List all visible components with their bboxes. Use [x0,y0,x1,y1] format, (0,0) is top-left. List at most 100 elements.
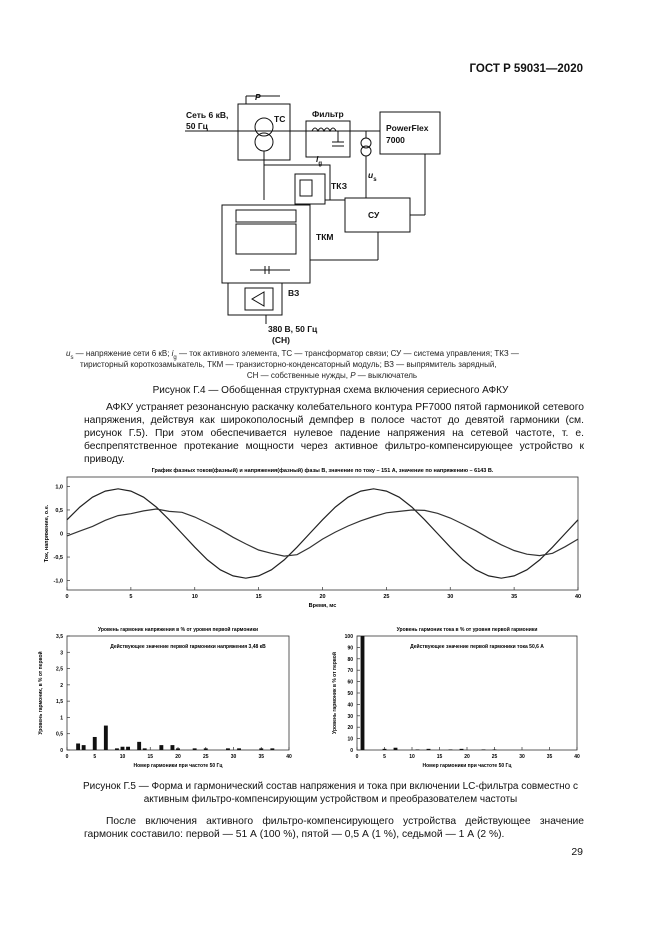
bar [270,748,275,750]
control-label: СУ [368,210,380,220]
symbol: u [66,349,71,358]
grid-label: 50 Гц [186,121,209,131]
x-tick-label: 25 [383,594,389,600]
bar [393,747,398,750]
y-tick-label: 3 [60,650,63,656]
text: — выключатель [356,371,418,380]
rectifier-label: ВЗ [288,288,299,298]
chart-title: Уровень гармоник напряжения в % от уровн… [98,626,258,633]
y-tick-label: 1,5 [56,699,63,705]
drive-label: 7000 [386,135,405,145]
legend-line: us — напряжение сети 6 кВ; ig — ток акти… [66,349,519,361]
x-tick-label: 35 [258,754,264,760]
x-tick-label: 15 [147,754,153,760]
x-tick-label: 25 [492,754,498,760]
x-tick-label: 0 [65,594,68,600]
bar [237,748,241,750]
x-axis-label: Время, мс [309,603,337,609]
y-tick-label: 50 [347,691,353,697]
bar [126,746,130,750]
voltage-label: us [368,170,377,183]
y-tick-label: 2,5 [56,667,63,673]
x-tick-label: 15 [437,754,443,760]
bar [203,748,208,750]
x-tick-label: 40 [286,754,292,760]
text: СН — собственные нужды, [247,371,350,380]
x-tick-label: 5 [129,594,132,600]
module-label: ТКМ [316,232,333,242]
bar [192,748,197,750]
aux-label: (СН) [272,335,290,345]
bar [92,736,97,750]
bar [481,749,486,750]
bar [459,748,464,750]
x-tick-label: 35 [547,754,553,760]
y-tick-label: 3,5 [56,634,63,640]
x-tick-label: 15 [256,594,262,600]
y-tick-label: 0 [350,748,353,754]
y-tick-label: -0,5 [54,555,63,561]
x-axis-label: Номер гармоники при частоте 50 Гц [423,763,513,769]
subscript: g [318,161,322,167]
bar [76,743,81,750]
symbol: i [172,349,174,358]
x-tick-label: 20 [319,594,325,600]
x-tick-label: 10 [409,754,415,760]
bar [159,745,164,750]
x-tick-label: 30 [519,754,525,760]
switch-label: P [255,92,261,102]
y-axis-label: Уровень гармоник, в % от первой [37,651,44,734]
x-tick-label: 40 [575,594,581,600]
subscript: s [70,355,73,361]
x-tick-label: 0 [66,754,69,760]
x-tick-label: 10 [120,754,126,760]
y-tick-label: 20 [347,725,353,731]
bar [448,749,453,750]
bar [426,748,431,750]
y-tick-label: 2 [60,683,63,689]
bar [170,745,175,750]
plot-frame [66,635,290,751]
bar [176,748,180,750]
y-axis-label: Уровень гармоник в % от первой [331,652,338,734]
y-tick-label: 0,5 [56,732,63,738]
y-tick-label: 0,5 [55,508,63,514]
y-axis-label: Ток, напряжение, о.е. [44,504,50,562]
y-tick-label: 0 [60,748,63,754]
thyristor-label: ТКЗ [331,181,347,191]
y-tick-label: 90 [347,645,353,651]
page-number: 29 [571,846,583,858]
symbol: Р [350,371,356,380]
block-diagram: P Сеть 6 кВ, 50 Гц ТС Фильтр PowerFlex 7… [185,92,441,345]
grid-label: Сеть 6 кВ, [186,110,228,120]
symbol: i [316,154,319,164]
bar [492,749,497,750]
text: — напряжение сети 6 кВ; [73,349,171,358]
x-tick-label: 30 [231,754,237,760]
filter-label: Фильтр [312,109,344,119]
legend-line: СН — собственные нужды, Р — выключатель [247,371,417,380]
drive-label: PowerFlex [386,123,429,133]
paragraph: После включения активного фильтро-компен… [84,816,584,840]
x-tick-label: 20 [175,754,181,760]
bar [120,746,125,750]
chart-subtitle: Действующее значение первой гармоники то… [410,643,544,650]
y-tick-label: 70 [347,668,353,674]
plot-frame [356,635,578,751]
plot-frame [66,476,579,591]
figure-caption: Рисунок Г.4 — Обобщенная структурная схе… [152,385,509,396]
y-tick-label: 1,0 [55,484,63,490]
chart-subtitle: Действующее значение первой гармоники на… [110,643,266,650]
x-axis-label: Номер гармоники при частоте 50 Гц [134,763,224,769]
x-tick-label: 35 [511,594,517,600]
chart-title: График фазных токов(фазный) и напряжения… [152,467,494,474]
current-label: ig [316,154,322,167]
y-tick-label: 10 [347,737,353,743]
bar [137,741,142,750]
y-tick-label: 80 [347,657,353,663]
x-tick-label: 20 [464,754,470,760]
y-tick-label: 40 [347,702,353,708]
data-line [66,508,579,557]
